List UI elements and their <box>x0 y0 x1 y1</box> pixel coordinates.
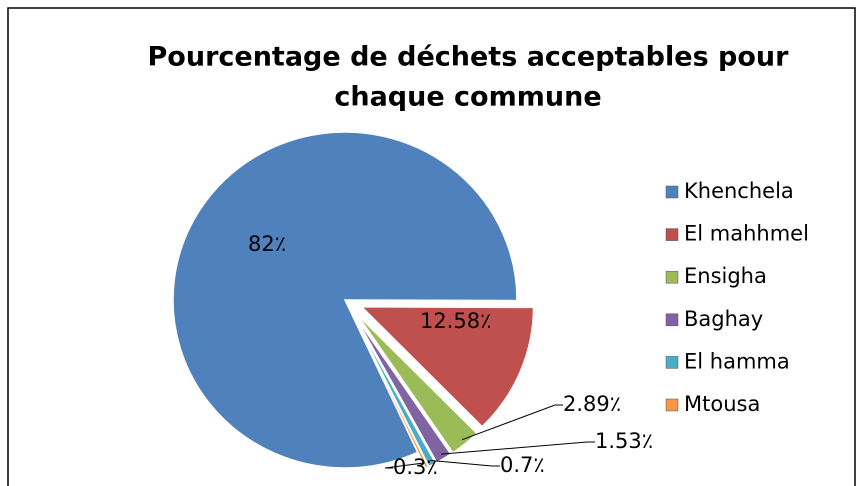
legend-label: El mahhmel <box>684 222 809 246</box>
pie-slice <box>359 306 535 428</box>
legend-swatch <box>665 185 679 199</box>
data-label: 12.58٪ <box>420 309 491 333</box>
legend-swatch <box>665 228 679 241</box>
chart-title: Pourcentage de déchets acceptables pour <box>148 42 790 73</box>
legend-swatch <box>665 398 679 412</box>
pie-slice <box>352 315 430 470</box>
legend-swatch <box>665 313 679 327</box>
pie-slice <box>172 131 518 469</box>
data-label: 82٪ <box>248 232 286 256</box>
legend-swatch <box>665 270 679 284</box>
legend-label: Khenchela <box>684 179 794 203</box>
leader-line <box>384 462 425 469</box>
chart-title: chaque commune <box>334 82 601 113</box>
pie-slice <box>353 314 452 464</box>
pie-slice <box>355 313 479 454</box>
data-label: 0.3٪ <box>393 455 438 479</box>
leader-line <box>441 441 595 455</box>
legend-label: El hamma <box>684 349 790 373</box>
legend-label: Mtousa <box>684 392 760 416</box>
leader-line <box>429 459 500 467</box>
data-label: 0.7٪ <box>500 453 545 477</box>
legend-swatch <box>665 356 679 369</box>
legend-label: Ensigha <box>684 264 767 288</box>
data-label: 1.53٪ <box>595 429 653 453</box>
legend-label: Baghay <box>684 307 763 331</box>
data-label: 2.89٪ <box>563 392 621 416</box>
leader-line <box>461 404 563 441</box>
